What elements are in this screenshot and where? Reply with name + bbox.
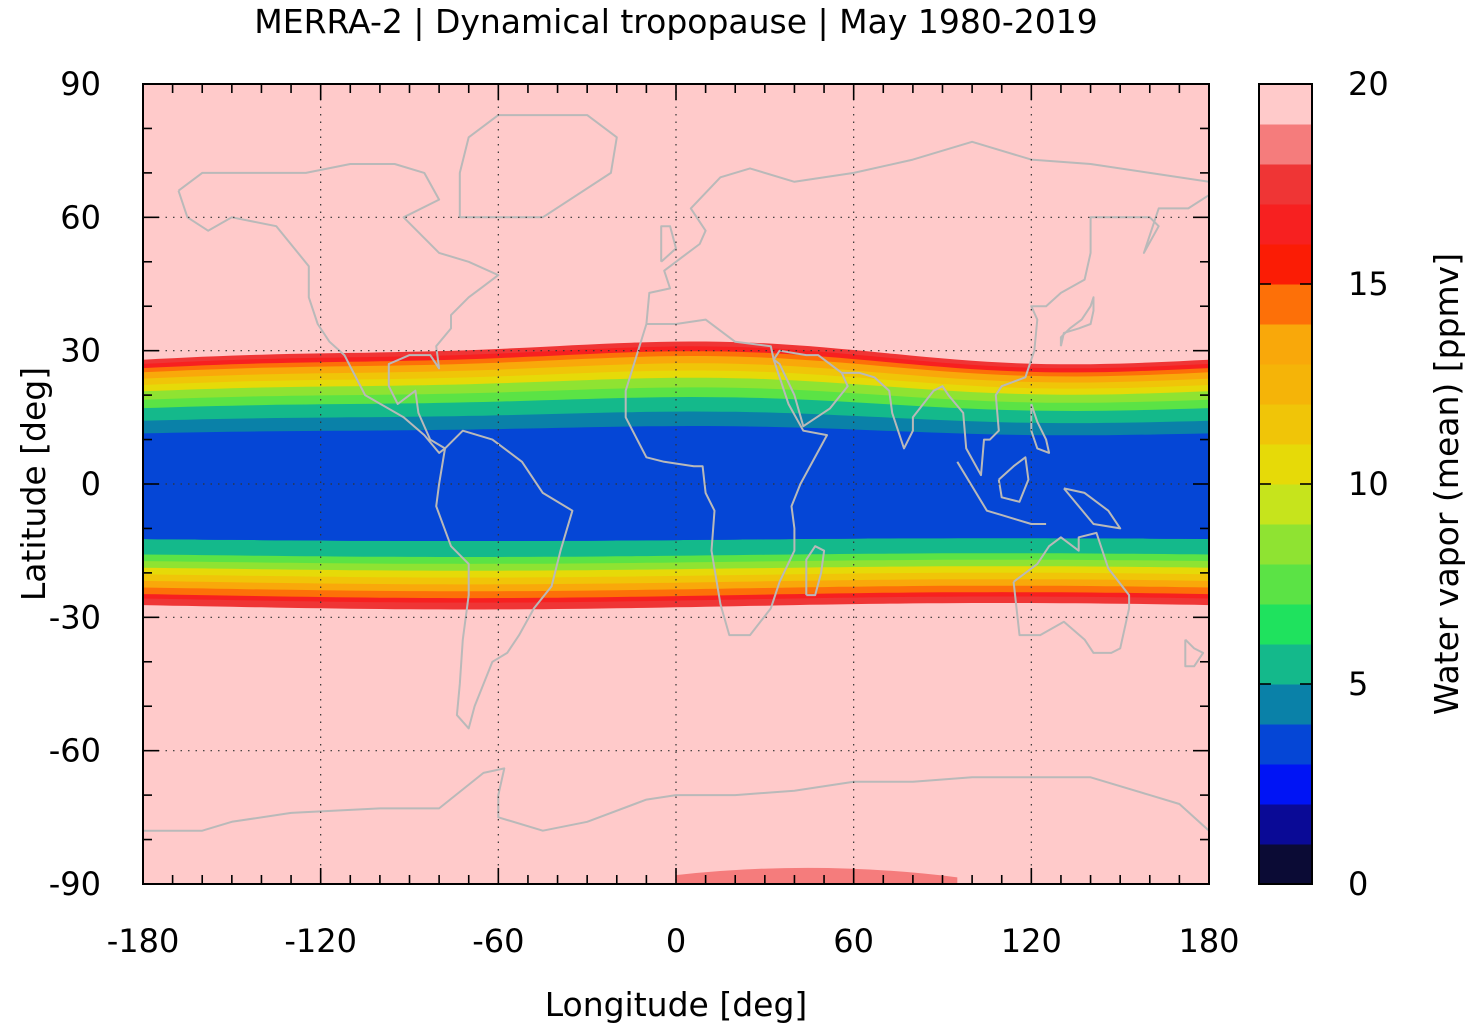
coastline xyxy=(1012,531,1131,654)
colorbar xyxy=(1258,83,1313,885)
y-tick-label: -30 xyxy=(49,598,101,636)
colorbar-level xyxy=(1259,444,1312,485)
coastline xyxy=(660,225,677,263)
y-tick-label: -60 xyxy=(49,732,101,770)
x-tick-label: -60 xyxy=(472,922,524,960)
colorbar-level xyxy=(1259,164,1312,205)
colorbar-level xyxy=(1259,204,1312,245)
x-axis-label: Longitude [deg] xyxy=(545,985,808,1024)
y-tick-label: -90 xyxy=(49,865,101,903)
coastline xyxy=(624,318,828,637)
colorbar-level xyxy=(1259,644,1312,685)
x-tick-label: -180 xyxy=(107,922,180,960)
x-tick-label: 180 xyxy=(1178,922,1239,960)
coastline xyxy=(177,163,500,454)
map-title: MERRA-2 | Dynamical tropopause | May 198… xyxy=(254,2,1098,41)
colorbar-level xyxy=(1259,564,1312,605)
coastline xyxy=(143,767,1209,832)
y-tick-label: 60 xyxy=(60,198,101,236)
colorbar-level xyxy=(1259,724,1312,765)
coastline xyxy=(1030,403,1051,454)
coastline xyxy=(956,461,1047,525)
colorbar-level xyxy=(1259,324,1312,365)
colorbar-level xyxy=(1259,684,1312,725)
x-tick-label: -120 xyxy=(284,922,357,960)
coastline xyxy=(435,429,574,730)
y-tick-label: 0 xyxy=(81,465,101,503)
colorbar-tick-label: 15 xyxy=(1348,265,1389,303)
colorbar-tick-label: 10 xyxy=(1348,465,1389,503)
coastline xyxy=(1059,296,1095,347)
coastlines xyxy=(143,114,1209,832)
coastline xyxy=(1184,638,1205,668)
y-tick-label: 90 xyxy=(60,65,101,103)
coastline xyxy=(458,114,618,219)
colorbar-level xyxy=(1259,764,1312,805)
colorbar-level xyxy=(1259,404,1312,445)
coastline xyxy=(772,349,849,428)
y-tick-label: 30 xyxy=(60,332,101,370)
x-tick-label: 0 xyxy=(666,922,686,960)
grid-lines xyxy=(143,84,1209,884)
y-axis: -90 -60 -30 0 30 60 90 xyxy=(49,65,1209,903)
y-axis-label: Latitude [deg] xyxy=(14,367,53,601)
coastline xyxy=(997,456,1030,503)
colorbar-axis: 0 5 10 15 20 xyxy=(1259,65,1389,903)
colorbar-level xyxy=(1259,284,1312,325)
colorbar-level xyxy=(1259,364,1312,405)
colorbar-level xyxy=(1259,484,1312,525)
colorbar-level xyxy=(1259,84,1312,125)
antarctic-patch xyxy=(676,867,958,884)
x-tick-label: 60 xyxy=(833,922,874,960)
colorbar-tick-label: 0 xyxy=(1348,865,1368,903)
x-axis: -180 -120 -60 0 60 120 180 xyxy=(107,84,1240,960)
colorbar-level xyxy=(1259,124,1312,165)
x-tick-label: 120 xyxy=(1001,922,1062,960)
colorbar-level xyxy=(1259,524,1312,565)
coastline xyxy=(645,140,1209,325)
colorbar-level xyxy=(1259,604,1312,645)
coastline xyxy=(841,194,1209,477)
coastline xyxy=(805,545,826,597)
colorbar-tick-label: 5 xyxy=(1348,665,1368,703)
coastline xyxy=(1063,487,1122,530)
antarctic-patch-shape xyxy=(676,867,958,884)
colorbar-tick-label: 20 xyxy=(1348,65,1389,103)
colorbar-level xyxy=(1259,244,1312,285)
colorbar-level xyxy=(1259,844,1312,885)
colorbar-label: Water vapor (mean) [ppmv] xyxy=(1427,253,1466,715)
colorbar-level xyxy=(1259,804,1312,845)
